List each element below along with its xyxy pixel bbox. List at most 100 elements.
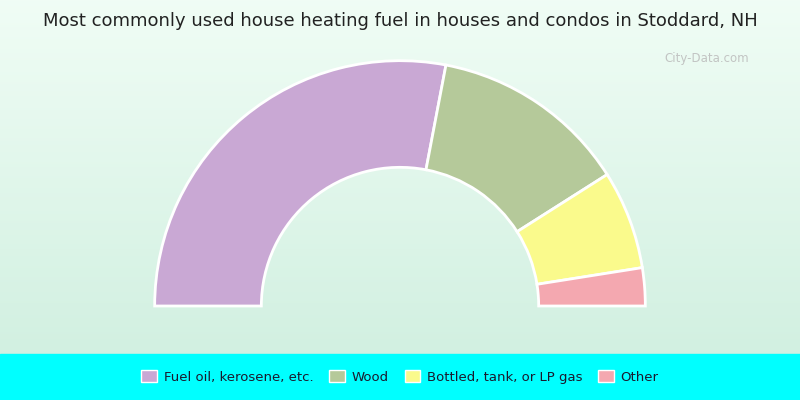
Bar — [0, 40, 800, 42]
Bar — [0, 264, 800, 267]
Bar — [0, 333, 800, 335]
Bar — [0, 170, 800, 172]
Bar — [0, 302, 800, 304]
Bar — [0, 257, 800, 260]
Bar — [0, 198, 800, 201]
Bar — [0, 307, 800, 309]
Bar — [0, 340, 800, 342]
Bar — [0, 106, 800, 108]
Bar — [0, 352, 800, 354]
Bar — [0, 312, 800, 314]
Bar — [0, 156, 800, 158]
Bar — [0, 276, 800, 278]
Bar — [0, 290, 800, 293]
Bar — [0, 59, 800, 61]
Bar — [0, 286, 800, 288]
Bar — [0, 163, 800, 165]
Bar — [0, 191, 800, 194]
Bar — [0, 149, 800, 151]
Bar — [0, 203, 800, 205]
Wedge shape — [537, 268, 646, 306]
Bar — [0, 160, 800, 163]
Bar — [0, 252, 800, 255]
Bar — [0, 66, 800, 68]
Bar — [0, 31, 800, 33]
Bar — [0, 102, 800, 104]
Bar — [0, 260, 800, 262]
Bar — [0, 130, 800, 132]
Bar — [0, 134, 800, 137]
Bar — [0, 144, 800, 146]
Bar — [0, 165, 800, 168]
Bar — [0, 328, 800, 330]
Bar — [0, 0, 800, 2]
Bar — [0, 179, 800, 182]
Bar — [0, 342, 800, 344]
Bar — [0, 26, 800, 28]
Bar — [0, 5, 800, 7]
Bar — [0, 255, 800, 257]
Bar — [0, 118, 800, 120]
Bar — [0, 229, 800, 231]
Bar — [0, 111, 800, 113]
Bar — [0, 137, 800, 139]
Bar — [0, 241, 800, 243]
Bar — [0, 297, 800, 300]
Bar — [0, 168, 800, 170]
Bar — [0, 24, 800, 26]
Bar — [0, 146, 800, 149]
Bar — [0, 71, 800, 73]
Bar — [0, 42, 800, 45]
Bar — [0, 12, 800, 14]
Bar — [0, 52, 800, 54]
Bar — [0, 113, 800, 116]
Bar — [0, 269, 800, 271]
Bar — [0, 321, 800, 323]
Bar — [0, 318, 800, 321]
Bar — [0, 172, 800, 175]
Bar — [0, 234, 800, 236]
Bar — [0, 344, 800, 347]
Bar — [0, 158, 800, 160]
Bar — [0, 94, 800, 97]
Wedge shape — [426, 65, 607, 232]
Bar — [0, 248, 800, 250]
Bar — [0, 33, 800, 36]
Bar — [0, 278, 800, 281]
Bar — [0, 123, 800, 125]
Bar — [0, 354, 800, 400]
Bar — [0, 316, 800, 318]
Text: Most commonly used house heating fuel in houses and condos in Stoddard, NH: Most commonly used house heating fuel in… — [42, 12, 758, 30]
Bar — [0, 217, 800, 220]
Bar — [0, 267, 800, 269]
Bar — [0, 186, 800, 189]
Bar — [0, 210, 800, 212]
Bar — [0, 283, 800, 286]
Bar — [0, 330, 800, 333]
Text: City-Data.com: City-Data.com — [664, 52, 749, 65]
Bar — [0, 293, 800, 295]
Bar — [0, 338, 800, 340]
Bar — [0, 323, 800, 326]
Bar — [0, 35, 800, 38]
Bar — [0, 335, 800, 338]
Bar — [0, 201, 800, 203]
Bar — [0, 151, 800, 154]
Bar — [0, 184, 800, 186]
Bar — [0, 281, 800, 283]
Bar — [0, 128, 800, 130]
Bar — [0, 14, 800, 16]
Bar — [0, 80, 800, 83]
Bar — [0, 314, 800, 316]
Bar — [0, 21, 800, 24]
Wedge shape — [154, 61, 446, 306]
Bar — [0, 222, 800, 224]
Bar — [0, 73, 800, 76]
Bar — [0, 2, 800, 5]
Bar — [0, 309, 800, 312]
Bar — [0, 64, 800, 66]
Bar — [0, 274, 800, 276]
Bar — [0, 215, 800, 217]
Bar — [0, 38, 800, 40]
Bar — [0, 50, 800, 52]
